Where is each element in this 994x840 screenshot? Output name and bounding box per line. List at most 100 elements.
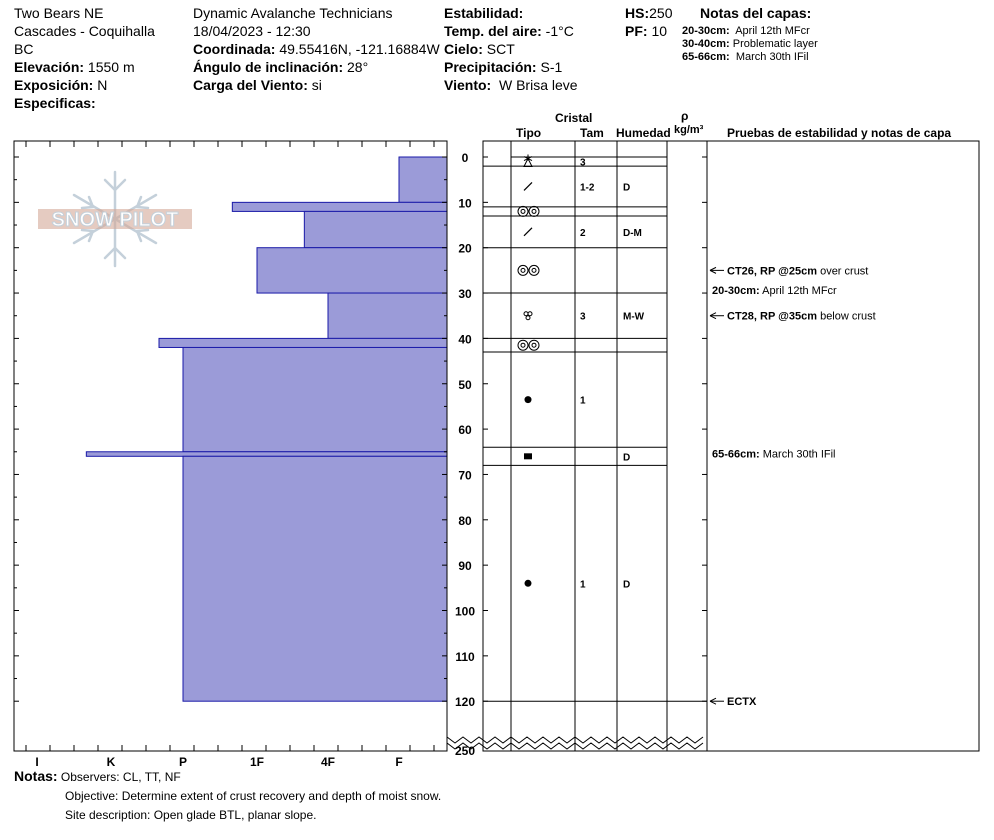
icon-stroke [523,182,533,191]
air-temp-value: -1°C [545,23,574,39]
wind-label: Viento: [444,77,492,93]
depth-tick-label: 60 [458,423,472,437]
depth-tick-label: 20 [458,242,472,256]
icon-fill [524,396,532,404]
depth-tick-label: 30 [458,287,472,301]
location-line2: Cascades - Coquihalla [14,23,155,39]
icon-stroke [531,267,537,273]
hardness-layer-bar [182,346,448,453]
icon-fill [524,453,532,460]
crystal-moisture-value: D-M [623,228,642,239]
aspect-value: N [97,77,108,93]
icon-stroke [517,339,529,351]
crystal-size-value: 1 [580,396,586,407]
coordinate-value: 49.55416N, -121.16884W [279,41,440,57]
icon-stroke [523,227,533,237]
stability-test-result: ECTX [727,696,757,708]
col-header-stability-notes: Pruebas de estabilidad y notas de capa [727,126,951,140]
icon-stroke [517,205,529,217]
slope-value: 28° [347,59,369,75]
hardness-layer-bar [303,210,448,249]
icon-stroke [527,311,533,317]
stability-test-label: ECTX [727,696,757,708]
snowpilot-logo: SNOW PILOT [38,170,192,268]
precip-row: Precipitación: S-1 [444,58,578,76]
layer-note-range: 30-40cm: [682,38,730,50]
depth-tick-label: 120 [455,695,475,709]
observation-datetime: 18/04/2023 - 12:30 [193,23,311,39]
header-col-weather: Estabilidad: Temp. del aire: -1°C Cielo:… [444,4,578,94]
crystal-table-border [482,140,980,752]
layer-comment-range: 20-30cm: [712,285,760,297]
profile-frame [13,140,980,752]
crystal-moisture-value: M-W [623,312,645,323]
depth-tick-label: 110 [455,650,475,664]
depth-tick-label: 50 [458,378,472,392]
icon-stroke [531,208,537,214]
wind-load-label: Carga del Viento: [193,77,308,93]
hardness-layer-bar [85,451,448,457]
icon-stroke [523,311,529,317]
depth-tick-label: 40 [458,332,472,346]
hardness-layer-bar [231,201,448,212]
wind-row: Viento: W Brisa leve [444,76,578,94]
notes-observers: Observers: CL, TT, NF [60,770,181,784]
layer-comment-text: March 30th IFil [760,448,836,460]
crystal-table: 3 1-2 D 2 D-M 3 M-W 1 D 1 D [483,154,707,702]
depth-tick-label: 80 [458,514,472,528]
slope-label: Ángulo de inclinación: [193,59,344,75]
header-col-location: Two Bears NE Cascades - Coquihalla BC El… [14,4,155,112]
elevation-label: Elevación: [14,59,85,75]
icon-stroke [520,267,526,273]
icon-stroke [520,342,526,348]
crystal-moisture-value: D [623,452,630,463]
specifics-label: Especificas: [14,95,96,111]
hardness-layer-bar [158,337,448,348]
precip-label: Precipitación: [444,59,537,75]
icon-stroke [531,342,537,348]
location-line1: Two Bears NE [14,5,104,21]
aspect-label: Exposición: [14,77,94,93]
depth-tick-label: 10 [458,196,472,210]
layer-notes-title: Notas del capas: [700,4,811,22]
icon-stroke [528,205,540,217]
layer-comment-label: 20-30cm: April 12th MFcr [712,285,837,297]
icon-fill [524,579,532,587]
sky-row: Cielo: SCT [444,40,578,58]
stability-test-note: below crust [817,311,876,323]
layer-note-text: Problematic layer [732,38,818,50]
crystal-size-value: 1 [580,579,586,590]
col-header-rho: ρ [681,109,688,123]
layer-comment-range: 65-66cm: [712,448,760,460]
coordinate-label: Coordinada: [193,41,276,57]
layer-comment-label: 65-66cm: March 30th IFil [712,448,836,460]
icon-stroke [528,339,540,351]
notes-label: Notas: [14,768,58,784]
stability-test-arrow-head [709,312,717,320]
hs-label: HS: [625,5,650,21]
icon-stroke [525,315,531,321]
sky-value: SCT [486,41,515,57]
stability-test-label: CT26, RP @25cm over crust [727,265,868,277]
slope-row: Ángulo de inclinación: 28° [193,58,440,76]
hardness-scale-label: 4F [321,755,335,769]
layer-note-text: April 12th MFcr [735,25,810,37]
melt-freeze-crust-icon [517,339,540,351]
icon-stroke [520,208,526,214]
layer-notes-title-text: Notas del capas: [700,5,812,21]
ice-formation-icon [524,453,532,460]
icon-stroke [523,154,533,161]
layer-note-range: 20-30cm: [682,25,730,37]
col-header-tam: Tam [580,126,604,140]
melt-freeze-crust-icon [517,264,540,276]
air-temp-label: Temp. del aire: [444,23,542,39]
stability-test-result: CT28, RP @35cm [727,311,817,323]
stability-test-arrow-head [709,266,717,274]
icon-stroke [528,264,540,276]
hardness-axis: I K P 1F 4F F [25,141,435,769]
coordinate-row: Coordinada: 49.55416N, -121.16884W [193,40,440,58]
depth-tick-label: 90 [458,559,472,573]
aspect-row: Exposición: N [14,76,155,94]
icon-stroke [517,264,529,276]
hardness-scale-label: K [107,755,116,769]
